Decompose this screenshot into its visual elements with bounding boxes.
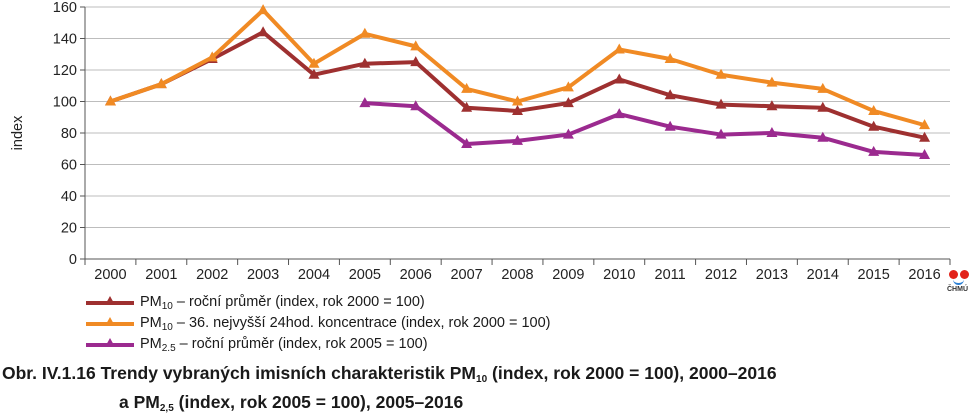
data-point-pm25_annual [410,100,422,111]
caption-line-1: Obr. IV.1.16 Trendy vybraných imisních c… [2,363,777,385]
x-tick-label: 2001 [145,267,177,283]
logo-dot-right [960,270,969,279]
data-point-pm25_annual [919,149,931,160]
y-axis-title: index [10,115,26,150]
data-point-pm10_36th [868,104,880,115]
data-point-pm10_annual [512,104,523,115]
data-point-pm10_36th [155,78,167,89]
x-tick-label: 2006 [400,267,432,283]
x-tick-label: 2009 [552,267,584,283]
y-tick-label: 140 [53,32,77,48]
y-tick-label: 60 [61,158,77,174]
y-tick-label: 0 [69,252,77,268]
x-tick-label: 2013 [756,267,788,283]
data-point-pm25_annual [664,120,676,131]
legend-label-pm25-annual: PM2.5 – roční průměr (index, rok 2005 = … [140,335,428,354]
data-point-pm10_36th [512,95,523,106]
data-point-pm10_36th [613,43,625,54]
data-point-pm10_36th [664,52,676,63]
data-point-pm25_annual [613,108,625,119]
y-tick-label: 40 [61,189,77,205]
data-point-pm10_annual [257,26,269,37]
legend-swatch-pm10-annual [86,295,134,311]
data-point-pm10_36th [257,4,269,15]
data-point-pm10_annual [919,131,931,142]
legend-swatch-pm10-36th [86,316,134,332]
data-point-pm10_annual [868,120,880,131]
x-tick-label: 2010 [603,267,635,283]
data-point-pm10_annual [715,98,727,109]
data-point-pm10_36th [817,82,829,93]
caption-line-2: a PM2,5 (index, rok 2005 = 100), 2005–20… [119,392,464,414]
legend-item-pm25-annual: PM2.5 – roční průměr (index, rok 2005 = … [86,334,551,355]
data-point-pm10_annual [359,57,371,68]
y-tick-label: 80 [61,126,77,142]
data-point-pm25_annual [512,134,523,145]
data-point-pm10_36th [919,119,931,130]
data-point-pm10_36th [715,68,727,79]
x-tick-label: 2015 [858,267,890,283]
data-point-pm10_36th [766,76,778,87]
data-point-pm10_annual [410,56,422,67]
figure-caption: Obr. IV.1.16 Trendy vybraných imisních c… [2,362,777,420]
x-tick-label: 2004 [298,267,330,283]
data-point-pm10_36th [104,95,116,106]
y-tick-label: 20 [61,221,77,237]
data-point-pm25_annual [461,138,473,149]
data-point-pm25_annual [766,127,778,137]
x-tick-label: 2008 [501,267,533,283]
logo-text: ČHMÚ [947,286,968,293]
x-tick-label: 2011 [655,267,686,283]
data-point-pm10_36th [562,81,574,92]
y-tick-label: 120 [53,63,77,79]
data-point-pm25_annual [359,97,371,108]
y-tick-label: 160 [53,0,77,16]
data-point-pm25_annual [562,128,574,139]
legend-swatch-pm25-annual [86,337,134,353]
x-tick-label: 2012 [705,267,737,283]
x-tick-label: 2016 [908,267,940,283]
y-tick-label: 100 [53,95,77,111]
x-tick-label: 2014 [807,267,839,283]
data-point-pm10_36th [206,51,218,62]
legend-label-pm10-annual: PM10 – roční průměr (index, rok 2000 = 1… [140,293,425,312]
data-point-pm10_annual [817,101,829,112]
x-tick-label: 2002 [196,267,228,283]
data-point-pm10_annual [766,100,778,111]
logo-dot-left [949,270,958,279]
data-point-pm10_annual [461,101,473,112]
data-point-pm25_annual [868,145,880,156]
legend: PM10 – roční průměr (index, rok 2000 = 1… [86,292,551,355]
data-point-pm10_annual [613,73,625,84]
data-point-pm10_36th [461,82,473,93]
line-chart: 0 20 40 60 80 100 120 140 160 2000 2001 2002 2003 200… [10,0,951,283]
series-line-pm25_annual [364,101,925,158]
data-point-pm25_annual [817,131,829,142]
chmu-logo: ČHMÚ [947,270,974,300]
data-point-pm10_annual [308,68,320,79]
data-point-pm10_36th [359,27,371,38]
data-point-pm25_annual [715,128,727,139]
data-point-pm10_36th [308,57,320,68]
data-point-pm10_annual [664,89,676,100]
x-tick-label: 2003 [247,267,279,283]
logo-wave-icon [953,279,964,285]
x-tick-label: 2007 [450,267,482,283]
x-tick-label: 2000 [94,267,126,283]
legend-item-pm10-annual: PM10 – roční průměr (index, rok 2000 = 1… [86,292,551,313]
x-tick-label: 2005 [349,267,381,283]
data-point-pm10_36th [410,40,422,51]
legend-label-pm10-36th: PM10 – 36. nejvyšší 24hod. koncentrace (… [140,314,551,333]
data-point-pm10_annual [562,97,574,108]
legend-item-pm10-36th: PM10 – 36. nejvyšší 24hod. koncentrace (… [86,313,551,334]
